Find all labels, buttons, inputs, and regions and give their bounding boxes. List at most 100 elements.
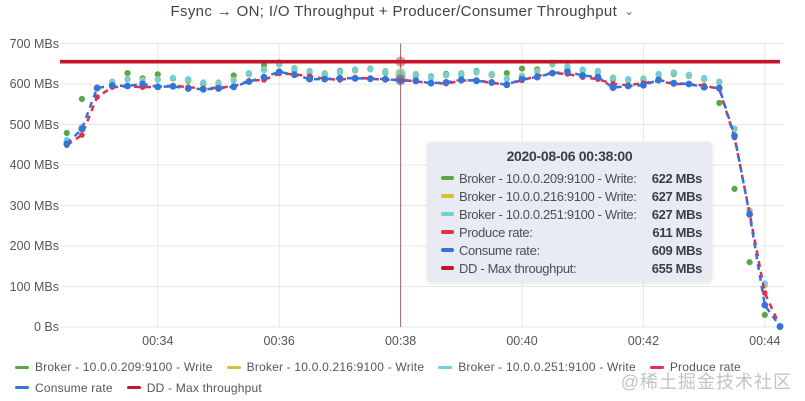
- data-point[interactable]: [701, 74, 708, 81]
- legend-item[interactable]: Broker - 10.0.0.209:9100 - Write: [15, 360, 213, 374]
- data-point[interactable]: [63, 140, 71, 148]
- legend-series-label[interactable]: Broker - 10.0.0.209:9100 - Write: [35, 360, 213, 375]
- data-point[interactable]: [503, 76, 510, 83]
- data-point[interactable]: [746, 211, 753, 218]
- legend-item[interactable]: Produce rate: [649, 360, 741, 375]
- data-point[interactable]: [78, 95, 85, 103]
- data-point[interactable]: [260, 73, 268, 81]
- data-point[interactable]: [245, 78, 253, 85]
- data-point[interactable]: [291, 65, 298, 72]
- data-point[interactable]: [655, 76, 662, 84]
- data-point[interactable]: [503, 81, 511, 89]
- data-point[interactable]: [230, 83, 238, 91]
- data-point[interactable]: [488, 79, 496, 86]
- data-point[interactable]: [685, 71, 693, 78]
- data-point[interactable]: [352, 66, 359, 73]
- data-point[interactable]: [336, 68, 343, 75]
- data-point[interactable]: [761, 311, 768, 318]
- data-point[interactable]: [579, 72, 587, 79]
- data-point[interactable]: [640, 76, 647, 83]
- data-point[interactable]: [78, 125, 86, 133]
- data-point[interactable]: [154, 71, 161, 78]
- legend-series-label[interactable]: Produce rate: [669, 360, 741, 375]
- data-point[interactable]: [503, 70, 510, 77]
- data-point[interactable]: [457, 76, 465, 84]
- data-point[interactable]: [382, 75, 389, 83]
- data-point[interactable]: [534, 68, 541, 75]
- data-point[interactable]: [700, 83, 708, 91]
- data-point[interactable]: [184, 85, 192, 92]
- data-point[interactable]: [685, 80, 693, 88]
- data-point[interactable]: [185, 76, 192, 83]
- data-point[interactable]: [154, 76, 161, 83]
- data-point[interactable]: [230, 72, 237, 79]
- data-point[interactable]: [336, 74, 344, 82]
- legend-series-label[interactable]: Broker - 10.0.0.251:9100 - Write: [458, 360, 636, 375]
- data-point[interactable]: [715, 84, 723, 92]
- data-point[interactable]: [108, 82, 116, 89]
- data-point[interactable]: [594, 67, 602, 75]
- data-point[interactable]: [625, 76, 632, 83]
- data-point[interactable]: [79, 132, 85, 138]
- data-point[interactable]: [427, 79, 435, 87]
- data-point[interactable]: [306, 67, 313, 75]
- data-point[interactable]: [564, 63, 571, 71]
- legend-item[interactable]: Broker - 10.0.0.216:9100 - Write: [226, 360, 425, 374]
- data-point[interactable]: [275, 68, 283, 76]
- data-point[interactable]: [762, 290, 768, 296]
- data-point[interactable]: [761, 301, 769, 309]
- data-point[interactable]: [230, 77, 237, 84]
- data-point[interactable]: [366, 75, 374, 83]
- data-point[interactable]: [670, 79, 678, 87]
- data-point[interactable]: [169, 83, 177, 90]
- data-point[interactable]: [549, 69, 556, 77]
- data-point[interactable]: [609, 75, 617, 82]
- data-point[interactable]: [94, 94, 100, 100]
- data-point[interactable]: [382, 68, 389, 75]
- data-point[interactable]: [776, 323, 784, 330]
- data-point[interactable]: [488, 70, 495, 77]
- data-point[interactable]: [731, 185, 738, 192]
- chevron-down-icon[interactable]: ⌄: [624, 4, 635, 18]
- legend-item[interactable]: Consume rate: [15, 381, 113, 395]
- legend-item[interactable]: Broker - 10.0.0.251:9100 - Write: [438, 360, 636, 374]
- data-point[interactable]: [731, 132, 738, 140]
- data-point[interactable]: [518, 75, 526, 83]
- data-point[interactable]: [427, 74, 435, 81]
- data-point[interactable]: [473, 77, 480, 85]
- legend-series-label[interactable]: Consume rate: [35, 380, 113, 395]
- data-point[interactable]: [351, 74, 359, 82]
- legend-item[interactable]: DD - Max throughput: [126, 380, 262, 395]
- data-point[interactable]: [640, 81, 647, 89]
- data-point[interactable]: [321, 75, 329, 83]
- data-point[interactable]: [154, 83, 162, 91]
- data-point[interactable]: [564, 68, 571, 76]
- data-point[interactable]: [609, 84, 617, 91]
- data-point[interactable]: [245, 70, 252, 77]
- data-point[interactable]: [518, 65, 526, 72]
- data-point[interactable]: [139, 80, 147, 88]
- data-point[interactable]: [412, 77, 420, 85]
- data-point[interactable]: [260, 67, 268, 74]
- data-point[interactable]: [200, 79, 207, 86]
- data-point[interactable]: [670, 70, 677, 77]
- data-point[interactable]: [93, 84, 101, 92]
- data-point[interactable]: [594, 73, 602, 81]
- data-point[interactable]: [655, 70, 662, 77]
- legend-series-label[interactable]: DD - Max throughput: [146, 380, 262, 395]
- data-point[interactable]: [321, 70, 328, 77]
- data-point[interactable]: [624, 82, 632, 90]
- data-point[interactable]: [63, 129, 70, 137]
- data-point[interactable]: [367, 66, 374, 73]
- data-point[interactable]: [533, 73, 541, 81]
- data-point[interactable]: [215, 85, 222, 92]
- data-point[interactable]: [746, 259, 753, 266]
- data-point[interactable]: [579, 66, 586, 73]
- panel-header[interactable]: Fsync → ON; I/O Throughput + Producer/Co…: [0, 3, 805, 20]
- data-point[interactable]: [124, 82, 131, 90]
- data-point[interactable]: [124, 70, 131, 77]
- data-point[interactable]: [169, 74, 177, 81]
- data-point[interactable]: [306, 75, 313, 83]
- data-point[interactable]: [215, 80, 222, 87]
